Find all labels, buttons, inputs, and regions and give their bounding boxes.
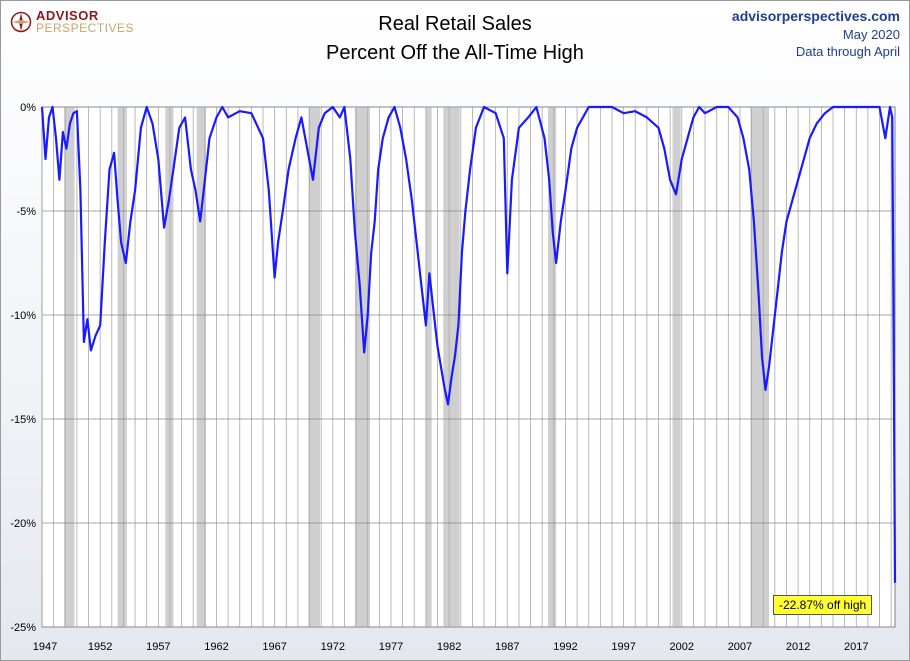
x-axis-ticks: 1947 1952 1957 1962 1967 1972 1977 1982 1987 1992… bbox=[33, 641, 869, 653]
recession-band bbox=[672, 107, 681, 627]
logo-line1: ADVISOR bbox=[36, 8, 99, 23]
recession-band bbox=[165, 107, 174, 627]
x-tick-label: 1987 bbox=[495, 641, 519, 653]
series-line bbox=[40, 105, 897, 583]
y-tick-label: -20% bbox=[10, 518, 36, 530]
recession-band bbox=[548, 107, 557, 627]
logo: ADVISOR PERSPECTIVES bbox=[10, 8, 134, 36]
recession-band bbox=[308, 107, 321, 627]
chart-title: Real Retail Sales bbox=[378, 13, 532, 35]
compass-logo-icon bbox=[10, 11, 32, 33]
y-tick-label: -15% bbox=[10, 414, 36, 426]
recession-band bbox=[425, 107, 432, 627]
x-tick-label: 1997 bbox=[611, 641, 635, 653]
source-note: Data through April bbox=[795, 44, 900, 59]
x-tick-label: 2002 bbox=[670, 641, 694, 653]
x-tick-label: 1992 bbox=[553, 641, 577, 653]
source-site: advisorperspectives.com bbox=[731, 8, 900, 24]
y-tick-label: -10% bbox=[10, 310, 36, 322]
latest-value-callout: -22.87% off high bbox=[773, 595, 873, 615]
x-tick-label: 2017 bbox=[844, 641, 868, 653]
recession-band bbox=[117, 107, 127, 627]
y-axis-ticks: 0% -5% -10% -15% -20% -25% bbox=[10, 102, 36, 634]
x-tick-label: 1982 bbox=[437, 641, 461, 653]
recession-band bbox=[443, 107, 460, 627]
vertical-gridlines bbox=[41, 107, 892, 627]
x-tick-label: 1962 bbox=[204, 641, 228, 653]
logo-line2: PERSPECTIVES bbox=[36, 21, 135, 35]
x-tick-label: 1952 bbox=[88, 641, 112, 653]
chart-subtitle: Percent Off the All-Time High bbox=[326, 42, 584, 64]
recession-band bbox=[354, 107, 371, 627]
y-tick-label: -25% bbox=[10, 622, 36, 634]
recession-band bbox=[196, 107, 207, 627]
recession-bands bbox=[64, 107, 770, 627]
x-tick-label: 2012 bbox=[786, 641, 810, 653]
x-tick-label: 1967 bbox=[262, 641, 286, 653]
y-tick-label: 0% bbox=[20, 102, 36, 114]
x-tick-label: 2007 bbox=[728, 641, 752, 653]
recession-band bbox=[750, 107, 770, 627]
x-tick-label: 1977 bbox=[379, 641, 403, 653]
x-tick-label: 1957 bbox=[146, 641, 170, 653]
source-date: May 2020 bbox=[842, 27, 900, 42]
recession-band bbox=[64, 107, 75, 627]
y-tick-label: -5% bbox=[16, 206, 36, 218]
x-tick-label: 1972 bbox=[321, 641, 345, 653]
x-tick-label: 1947 bbox=[33, 641, 57, 653]
